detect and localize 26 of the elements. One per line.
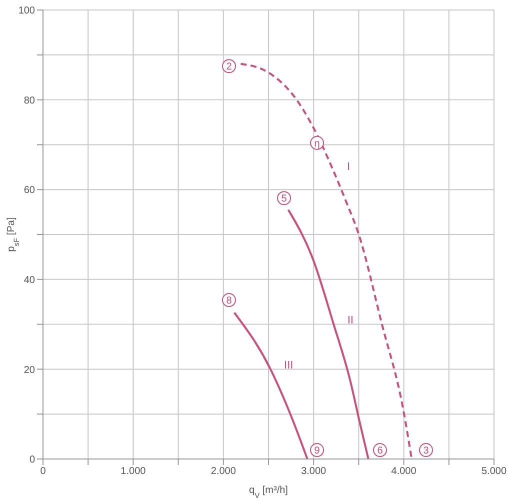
y-tick-label: 100 [18, 6, 36, 17]
x-tick-label: 2.000 [210, 466, 236, 478]
y-tick-label: 20 [24, 364, 36, 376]
line-series [240, 62, 413, 459]
annotation: 9 [314, 446, 320, 457]
annotation: 6 [377, 446, 384, 457]
series-label: I [346, 160, 350, 173]
x-tick-label: 4.000 [391, 466, 417, 478]
annotation: 3 [423, 446, 430, 457]
x-tick-label: 1.000 [120, 466, 146, 478]
line-series [233, 312, 308, 459]
x-tick-label: 3.000 [301, 466, 327, 478]
annotation: 8 [226, 296, 232, 307]
annotation: 2 [226, 62, 232, 73]
y-tick-label: 0 [29, 454, 36, 466]
series-label: II [347, 314, 354, 326]
x-tick-label: 5.000 [481, 466, 507, 478]
y-tick-label: 80 [24, 95, 36, 106]
annotation: 5 [281, 194, 288, 205]
y-tick-label: 40 [24, 274, 36, 286]
x-tick-label: 0 [40, 466, 46, 478]
x-axis-title: q$_{V}$ [m³/h] [249, 485, 288, 500]
series-label: III [284, 359, 294, 372]
y-tick-label: 60 [24, 185, 36, 196]
annotation: η [314, 138, 320, 150]
line-series [287, 208, 370, 459]
